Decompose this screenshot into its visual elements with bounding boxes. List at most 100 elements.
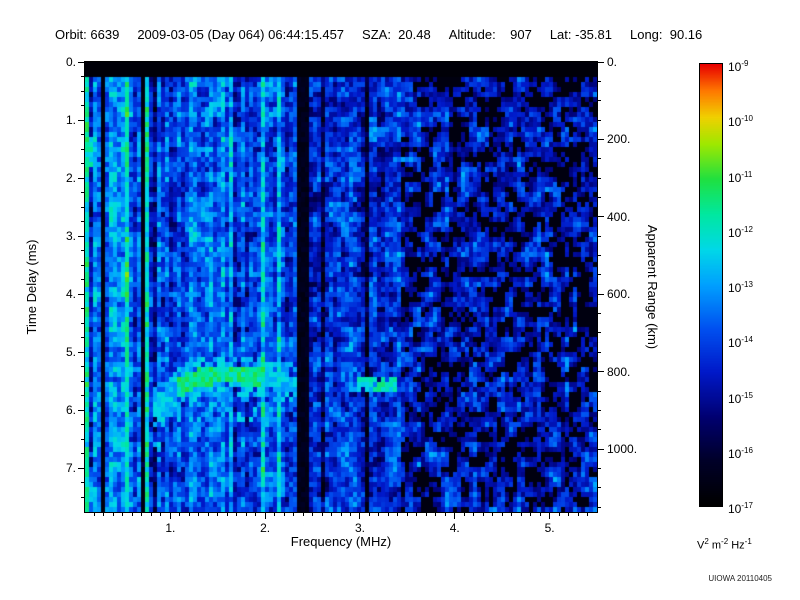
range-tick-minor [598,409,601,411]
y-tick-minor [81,308,84,310]
range-tick-major [598,371,604,373]
range-tick-major [598,293,604,295]
range-tick-label: 0. [607,55,618,69]
x-tick-minor [425,513,427,516]
header-latitude: Lat: -35.81 [549,27,612,42]
x-tick-minor [444,513,446,516]
x-tick-minor [255,513,257,516]
y-tick-minor [81,322,84,324]
y-tick-minor [81,337,84,339]
range-tick-label: 400. [607,209,631,224]
x-tick-minor [416,513,418,516]
x-tick-minor [245,513,247,516]
x-tick-minor [558,513,560,516]
x-tick-minor [473,513,475,516]
colorbar-tick-label: 10-11 [728,169,753,185]
x-tick-minor [274,513,276,516]
range-tick-major [598,216,604,218]
y-tick-label: 5. [65,345,76,360]
x-tick-minor [226,513,228,516]
x-tick-minor [378,513,380,516]
y-tick-label: 4. [65,287,76,302]
header-longitude: Long: 90.16 [629,27,703,42]
x-tick-minor [207,513,209,516]
y-tick-minor [81,206,84,208]
y-tick-label: 3. [65,229,76,244]
x-tick-minor [293,513,295,516]
y-tick-major [78,351,84,353]
spectrogram-plot-frame [84,61,598,513]
x-tick-major [264,513,266,519]
colorbar-tick-label: 10-15 [728,390,753,406]
x-tick-minor [103,513,105,516]
x-tick-minor [501,513,503,516]
x-tick-minor [406,513,408,516]
colorbar-frame [699,63,723,507]
x-tick-minor [112,513,114,516]
y-tick-major [78,119,84,121]
y-tick-label: 1. [65,113,76,128]
y-tick-label: 7. [65,461,76,476]
y-tick-minor [81,438,84,440]
x-axis-title: Frequency (MHz) [290,534,392,549]
range-tick-major [598,448,604,450]
x-tick-minor [340,513,342,516]
x-tick-minor [160,513,162,516]
range-tick-minor [598,235,601,237]
range-tick-minor [598,313,601,315]
range-tick-minor [598,80,601,82]
x-tick-minor [302,513,304,516]
header-sza: SZA: 20.48 [362,27,431,42]
range-tick-major [598,61,604,63]
y-tick-minor [81,482,84,484]
range-tick-minor [598,255,601,257]
x-tick-minor [283,513,285,516]
y-tick-label: 2. [65,171,76,186]
y-tick-major [78,467,84,469]
y-tick-major [78,177,84,179]
x-tick-minor [331,513,333,516]
x-tick-label: 5. [544,521,555,535]
y-tick-major [78,409,84,411]
y-tick-minor [81,250,84,252]
y-tick-minor [81,221,84,223]
y-tick-minor [81,76,84,78]
colorbar-tick-label: 10-13 [728,280,753,295]
range-tick-minor [598,467,601,469]
y-tick-minor [81,148,84,150]
range-tick-minor [598,487,601,489]
x-tick-major [359,513,361,519]
spectrogram-canvas [85,62,597,512]
y-tick-minor [81,366,84,368]
x-tick-minor [141,513,143,516]
x-tick-minor [492,513,494,516]
x-tick-minor [511,513,513,516]
range-tick-minor [598,119,601,121]
x-tick-minor [530,513,532,516]
header-altitude: Altitude: 907 [448,27,532,42]
y-tick-minor [81,163,84,165]
credit-text: UIOWA 20110405 [708,574,772,583]
x-tick-minor [520,513,522,516]
x-tick-minor [321,513,323,516]
range-tick-minor [598,196,601,198]
y-tick-minor [81,380,84,382]
y-tick-major [78,61,84,63]
x-tick-minor [387,513,389,516]
y-tick-minor [81,105,84,107]
colorbar-tick-label: 10-17 [728,501,753,516]
x-tick-label: 2. [260,521,271,535]
x-tick-minor [236,513,238,516]
x-tick-minor [198,513,200,516]
x-tick-minor [188,513,190,516]
colorbar-canvas [700,64,722,506]
x-tick-minor [463,513,465,516]
colorbar-unit-label: V2 m-2 Hz-1 [697,537,752,552]
range-tick-label: 600. [607,287,631,302]
x-tick-minor [150,513,152,516]
x-tick-minor [179,513,181,516]
y-tick-label: 6. [65,403,76,418]
y-tick-minor [81,496,84,498]
range-tick-minor [598,506,601,508]
x-tick-label: 3. [354,521,365,535]
